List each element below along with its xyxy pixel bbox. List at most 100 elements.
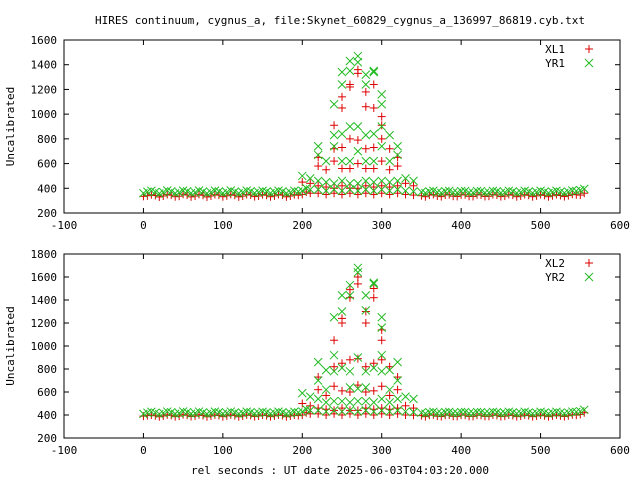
data-point — [321, 407, 331, 416]
data-point — [338, 103, 346, 112]
data-point — [361, 80, 371, 89]
data-point — [385, 156, 395, 166]
series-yr2 — [139, 263, 589, 419]
data-point — [345, 355, 354, 364]
bottom-x-tick-label: 200 — [292, 444, 312, 457]
data-point — [361, 156, 371, 166]
data-point — [353, 354, 362, 363]
top-x-tick-label: 100 — [213, 219, 233, 232]
data-point — [313, 185, 323, 194]
data-point — [548, 191, 557, 200]
data-point — [393, 162, 402, 171]
data-point — [163, 190, 172, 199]
top-x-tick-label: 500 — [531, 219, 551, 232]
bottom-x-tick-label: 300 — [372, 444, 392, 457]
data-point — [369, 190, 378, 199]
data-point — [330, 184, 339, 193]
data-point — [330, 157, 339, 166]
data-point — [440, 186, 450, 196]
data-point — [314, 373, 323, 382]
data-point — [345, 366, 355, 376]
data-point — [377, 185, 387, 194]
data-point — [369, 129, 379, 139]
data-point — [345, 388, 354, 396]
data-point — [361, 102, 370, 111]
data-point — [361, 87, 370, 96]
data-point — [353, 69, 362, 78]
data-point — [361, 291, 371, 300]
data-point — [329, 406, 339, 415]
data-point — [437, 192, 446, 201]
data-point — [480, 188, 490, 198]
data-point — [369, 67, 379, 77]
data-point — [289, 407, 299, 417]
data-point — [353, 396, 363, 406]
data-point — [409, 176, 418, 186]
data-point — [393, 141, 402, 151]
data-point — [377, 336, 386, 345]
data-point — [369, 279, 379, 289]
data-point — [472, 407, 482, 417]
data-point — [385, 144, 394, 153]
data-point — [250, 192, 259, 201]
data-point — [496, 409, 506, 418]
legend-marker-symbol — [585, 259, 593, 267]
data-point — [429, 190, 438, 199]
data-point — [409, 191, 418, 200]
top-x-tick-label: 400 — [451, 219, 471, 232]
data-point — [377, 112, 386, 121]
data-point — [377, 350, 387, 360]
bottom-x-tick-label: -100 — [51, 444, 78, 457]
data-point — [338, 143, 346, 152]
data-point — [305, 392, 315, 401]
data-point — [353, 407, 363, 416]
data-point — [329, 350, 339, 360]
data-point — [353, 146, 363, 156]
data-point — [361, 176, 371, 186]
data-point — [187, 192, 196, 201]
data-point — [298, 399, 307, 408]
data-point — [353, 263, 363, 273]
data-point — [369, 103, 378, 112]
data-point — [210, 407, 220, 417]
data-point — [282, 192, 291, 201]
data-point — [345, 285, 354, 294]
data-point — [337, 67, 347, 77]
data-point — [361, 164, 370, 173]
data-point — [385, 186, 395, 196]
data-point — [286, 191, 295, 200]
data-point — [345, 164, 354, 173]
data-point — [337, 176, 347, 186]
bottom-panel: -100 0 100 200 300 400 500 600 200 400 600 800 1000 1… — [4, 248, 630, 457]
data-point — [262, 191, 271, 200]
data-point — [345, 134, 354, 143]
legend-marker-symbol — [585, 45, 593, 53]
data-point — [337, 291, 347, 300]
bottom-y-tick-label: 1200 — [31, 317, 58, 330]
data-point — [409, 394, 418, 404]
data-point — [385, 391, 394, 400]
data-point — [345, 185, 355, 194]
data-point — [338, 404, 346, 413]
data-point — [393, 150, 402, 160]
data-point — [345, 280, 355, 290]
data-point — [313, 357, 323, 367]
data-point — [409, 407, 418, 417]
data-point — [377, 181, 386, 190]
data-point — [369, 164, 378, 173]
top-y-tick-label: 400 — [37, 182, 57, 195]
data-point — [516, 191, 525, 200]
data-point — [417, 191, 426, 200]
data-point — [377, 189, 386, 198]
data-point — [297, 407, 307, 416]
bottom-y-tick-label: 600 — [37, 386, 57, 399]
data-point — [385, 183, 394, 192]
data-point — [314, 162, 323, 171]
data-point — [297, 388, 307, 398]
data-point — [409, 404, 418, 413]
data-point — [560, 192, 569, 201]
data-point — [532, 191, 541, 200]
data-point — [329, 99, 339, 109]
data-point — [159, 191, 168, 200]
data-point — [528, 192, 537, 201]
